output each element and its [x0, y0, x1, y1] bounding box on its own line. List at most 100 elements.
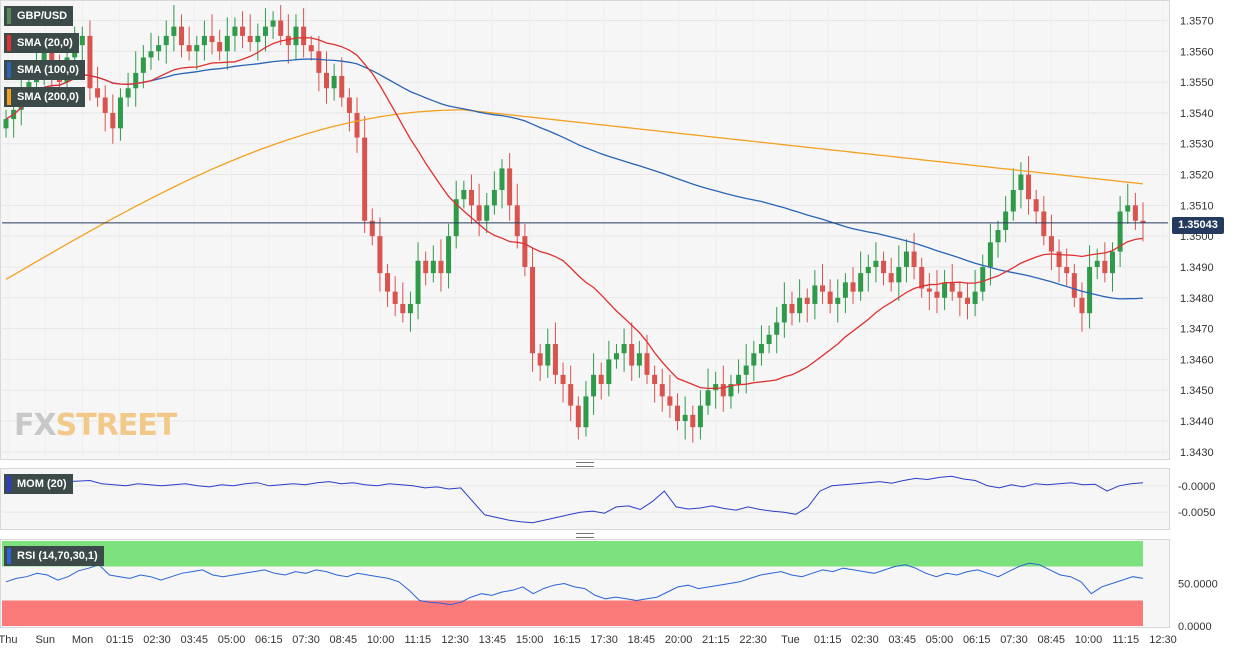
candle-body: [41, 51, 47, 67]
time-axis-label: 12:30: [1149, 634, 1177, 646]
time-axis-label: 22:30: [739, 634, 767, 646]
candle-body: [308, 45, 314, 52]
candle-body: [415, 260, 421, 304]
candle-body: [957, 291, 963, 298]
sma200-line: [5, 109, 1144, 280]
legend-sma200-label: SMA (200,0): [17, 91, 79, 103]
candle-body: [247, 35, 253, 43]
candle-body: [751, 353, 757, 366]
candle-body: [835, 297, 841, 304]
price-axis-label: 1.3540: [1180, 108, 1214, 120]
candle-body: [87, 35, 93, 89]
time-axis-label: 10:00: [1075, 634, 1103, 646]
panel-resize-handle-1[interactable]: [576, 462, 594, 467]
legend-rsi[interactable]: RSI (14,70,30,1): [4, 546, 104, 566]
candle-body: [598, 374, 604, 385]
candle-body: [255, 35, 261, 43]
candle-body: [636, 353, 642, 366]
mom-line: [5, 475, 1144, 524]
candle-body: [1056, 251, 1062, 267]
time-axis-label: 02:30: [143, 634, 171, 646]
time-axis-label: 07:30: [1000, 634, 1028, 646]
legend-sma100-label: SMA (100,0): [17, 64, 79, 76]
legend-symbol[interactable]: GBP/USD: [4, 6, 74, 26]
candle-body: [301, 26, 307, 46]
rsi-swatch: [7, 548, 11, 564]
candle-body: [667, 396, 673, 406]
momentum-panel[interactable]: [0, 468, 1170, 530]
fxstreet-watermark: FXSTREET: [14, 408, 177, 443]
candle-body: [468, 189, 474, 206]
candle-body: [827, 291, 833, 304]
candle-body: [774, 322, 780, 335]
legend-sma20[interactable]: SMA (20,0): [4, 33, 79, 53]
candle-body: [224, 35, 230, 52]
candle-body: [728, 384, 734, 397]
candle-body: [621, 344, 627, 354]
candle-body: [987, 242, 993, 267]
candle-body: [110, 112, 116, 129]
time-axis-label: 15:00: [516, 634, 544, 646]
candle-body: [407, 303, 413, 314]
price-axis-label: 1.3430: [1180, 447, 1214, 459]
candle-body: [781, 303, 787, 323]
time-axis-label: 03:45: [181, 634, 209, 646]
candle-body: [591, 374, 597, 397]
candle-body: [613, 353, 619, 360]
candle-body: [79, 35, 85, 46]
price-axis-label: 1.3510: [1180, 200, 1214, 212]
candle-body: [743, 365, 749, 375]
sma100-swatch: [7, 62, 11, 78]
candle-body: [644, 353, 650, 375]
candle-body: [201, 35, 207, 46]
candle-body: [942, 282, 948, 298]
sma100-line: [5, 58, 1144, 300]
legend-rsi-label: RSI (14,70,30,1): [17, 550, 98, 562]
candle-body: [652, 374, 658, 385]
candle-body: [1087, 266, 1093, 314]
candle-body: [1010, 189, 1016, 212]
candle-body: [392, 291, 398, 304]
candle-body: [1079, 297, 1085, 314]
candle-body: [346, 97, 352, 113]
time-axis-label: 07:30: [292, 634, 320, 646]
candle-body: [163, 35, 169, 46]
time-axis-label: Sun: [35, 634, 55, 646]
candle-body: [545, 344, 551, 366]
time-axis-label: 08:45: [1037, 634, 1065, 646]
price-chart-panel[interactable]: [0, 0, 1170, 460]
legend-mom[interactable]: MOM (20): [4, 474, 73, 494]
candle-body: [499, 168, 505, 190]
candle-body: [323, 72, 329, 89]
time-axis-label: 11:15: [1112, 634, 1139, 646]
candle-body: [117, 97, 123, 129]
candle-body: [514, 205, 520, 237]
legend-sma200[interactable]: SMA (200,0): [4, 87, 85, 107]
candle-body: [980, 266, 986, 292]
candle-body: [1094, 260, 1100, 267]
rsi-oversold-zone: [2, 600, 1143, 626]
candle-body: [858, 273, 864, 292]
candle-body: [507, 168, 513, 206]
candle-body: [881, 260, 887, 274]
candle-body: [972, 291, 978, 304]
candle-body: [995, 230, 1001, 243]
price-axis-label: 1.3520: [1180, 170, 1214, 182]
current-price-tag: 1.35043: [1172, 217, 1224, 234]
candle-body: [964, 297, 970, 304]
price-axis-label: 1.3440: [1180, 416, 1214, 428]
rsi-axis-label: 0.0000: [1178, 621, 1212, 633]
sma20-line: [5, 37, 1144, 390]
watermark-fx: FX: [14, 408, 57, 443]
candle-body: [400, 303, 406, 314]
legend-mom-label: MOM (20): [17, 478, 67, 490]
candle-body: [560, 374, 566, 385]
candle-body: [446, 236, 452, 274]
candle-body: [758, 344, 764, 354]
candle-body: [369, 220, 375, 237]
candle-body: [476, 205, 482, 221]
candle-body: [675, 405, 681, 422]
panel-resize-handle-2[interactable]: [576, 533, 594, 538]
candle-body: [911, 251, 917, 267]
legend-sma100[interactable]: SMA (100,0): [4, 60, 85, 80]
